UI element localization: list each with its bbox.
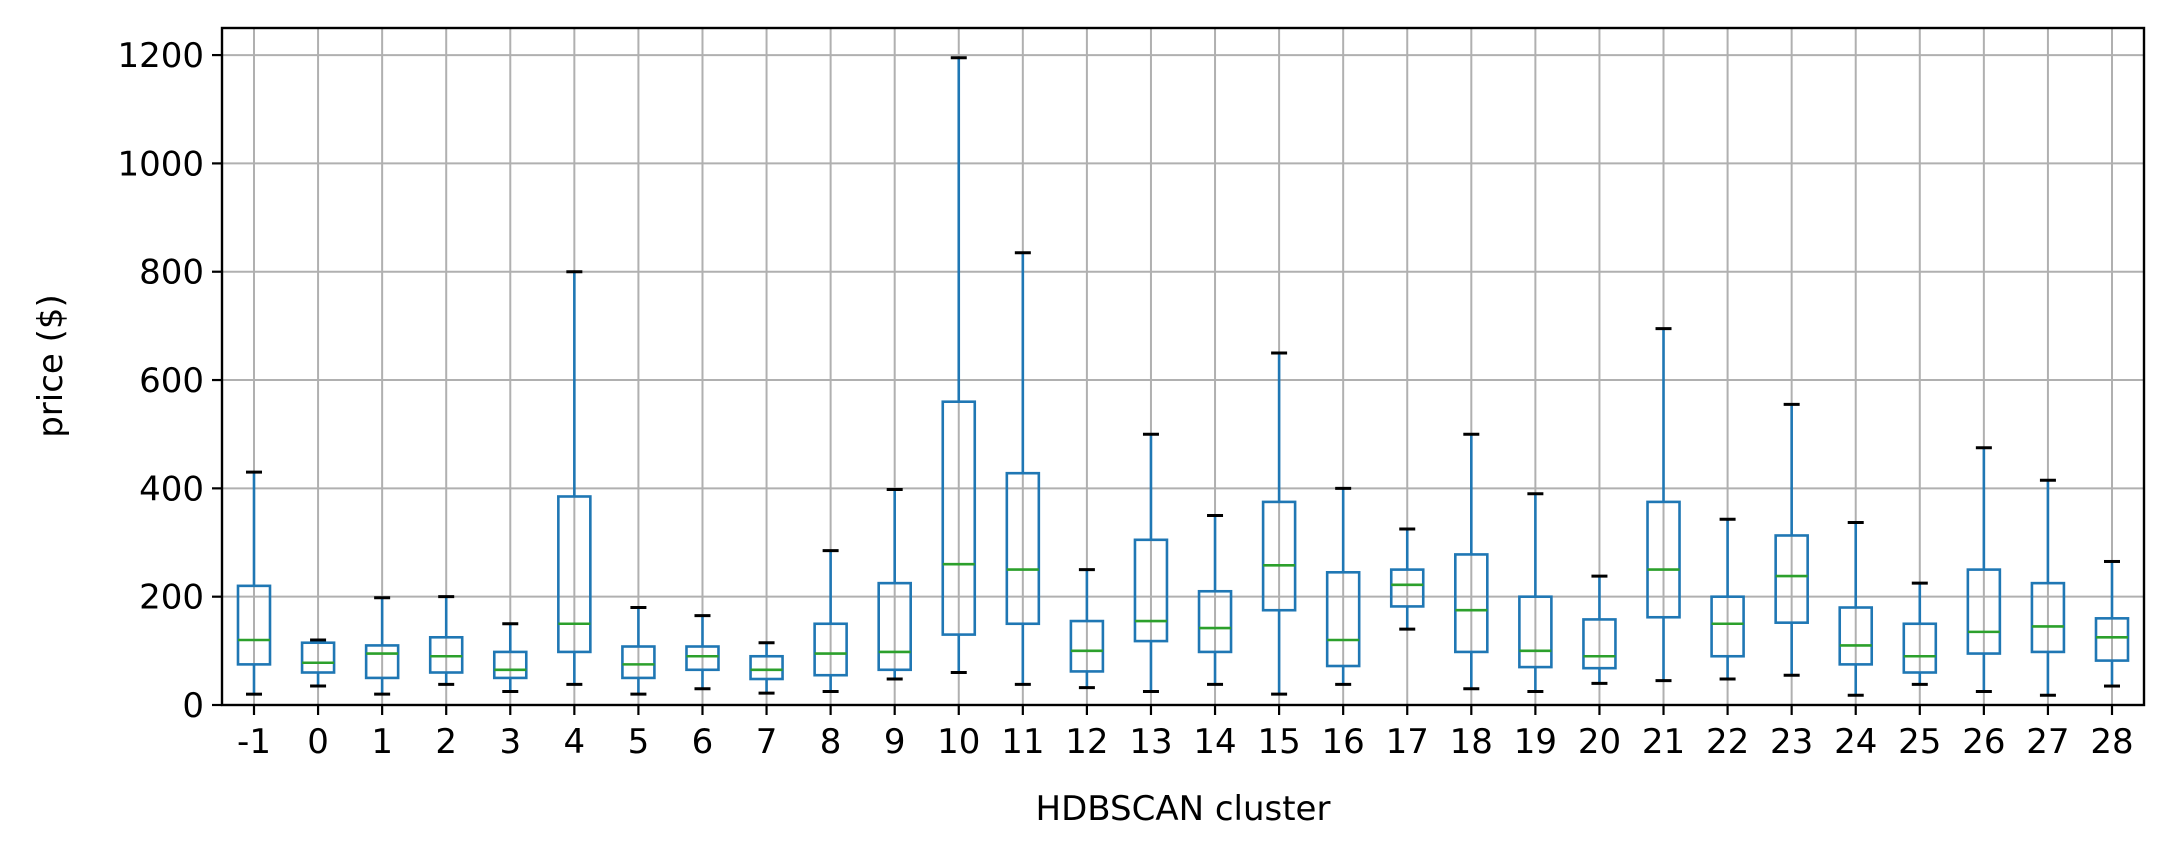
x-tick-label: 7 — [756, 722, 778, 762]
x-tick-label: 12 — [1065, 722, 1108, 762]
x-tick-label: 18 — [1450, 722, 1493, 762]
iqr-box — [1133, 538, 1169, 643]
y-tick-label: 600 — [139, 361, 204, 401]
iqr-box — [1389, 568, 1425, 608]
iqr-box — [428, 635, 464, 674]
y-tick-label: 200 — [139, 578, 204, 618]
x-tick-label: 6 — [692, 722, 714, 762]
x-tick-label: 16 — [1322, 722, 1365, 762]
x-tick-label: 20 — [1578, 722, 1621, 762]
iqr-box — [1197, 589, 1233, 654]
y-tick-label: 0 — [182, 686, 204, 726]
iqr-box — [1838, 606, 1874, 666]
iqr-box — [492, 650, 528, 680]
iqr-box — [1710, 595, 1745, 658]
x-tick-label: 9 — [884, 722, 906, 762]
iqr-box — [749, 654, 784, 681]
iqr-box — [1646, 500, 1681, 619]
iqr-box — [1454, 553, 1489, 654]
x-tick-label: 4 — [564, 722, 586, 762]
y-axis-label: price ($) — [31, 294, 71, 438]
x-tick-label: 11 — [1001, 722, 1044, 762]
iqr-box — [813, 622, 848, 677]
plot-frame — [220, 26, 2146, 707]
iqr-box — [2094, 617, 2130, 662]
iqr-box — [364, 644, 400, 680]
x-tick-label: 24 — [1834, 722, 1877, 762]
x-tick-label: 15 — [1257, 722, 1300, 762]
x-tick-label: 2 — [435, 722, 457, 762]
iqr-box — [877, 581, 912, 672]
iqr-box — [1582, 618, 1617, 670]
x-tick-label: 25 — [1898, 722, 1941, 762]
x-tick-label: 19 — [1514, 722, 1557, 762]
iqr-box — [1005, 471, 1041, 626]
x-tick-label: 21 — [1642, 722, 1685, 762]
iqr-box — [685, 645, 720, 672]
x-tick-label: 22 — [1706, 722, 1749, 762]
iqr-box — [1518, 595, 1553, 669]
x-tick-label: -1 — [237, 722, 271, 762]
x-tick-label: 3 — [499, 722, 521, 762]
iqr-box — [941, 400, 977, 636]
x-tick-label: 5 — [628, 722, 650, 762]
boxes — [236, 56, 2130, 697]
y-tick-label: 800 — [139, 253, 204, 293]
y-tick-label: 1200 — [117, 36, 204, 76]
x-tick-label: 14 — [1193, 722, 1236, 762]
iqr-box — [300, 641, 336, 674]
iqr-box — [557, 495, 592, 654]
x-tick-label: 17 — [1386, 722, 1429, 762]
x-axis-label: HDBSCAN cluster — [1036, 789, 1331, 829]
x-tick-label: 26 — [1962, 722, 2005, 762]
x-tick-label: 1 — [371, 722, 393, 762]
x-tick-label: 23 — [1770, 722, 1813, 762]
iqr-box — [1774, 534, 1809, 624]
x-tick-label: 27 — [2026, 722, 2069, 762]
iqr-box — [1902, 622, 1938, 674]
iqr-box — [1325, 571, 1361, 668]
iqr-box — [2030, 581, 2066, 654]
x-tick-label: 0 — [307, 722, 329, 762]
iqr-box — [1069, 619, 1105, 673]
iqr-box — [1261, 500, 1297, 612]
x-tick-label: 10 — [937, 722, 980, 762]
x-tick-label: 8 — [820, 722, 842, 762]
x-tick-label: 13 — [1129, 722, 1172, 762]
y-tick-label: 1000 — [117, 144, 204, 184]
x-tick-label: 28 — [2090, 722, 2133, 762]
iqr-box — [621, 645, 656, 680]
iqr-box — [236, 584, 272, 666]
iqr-box — [1966, 568, 2002, 655]
y-tick-label: 400 — [139, 469, 204, 509]
